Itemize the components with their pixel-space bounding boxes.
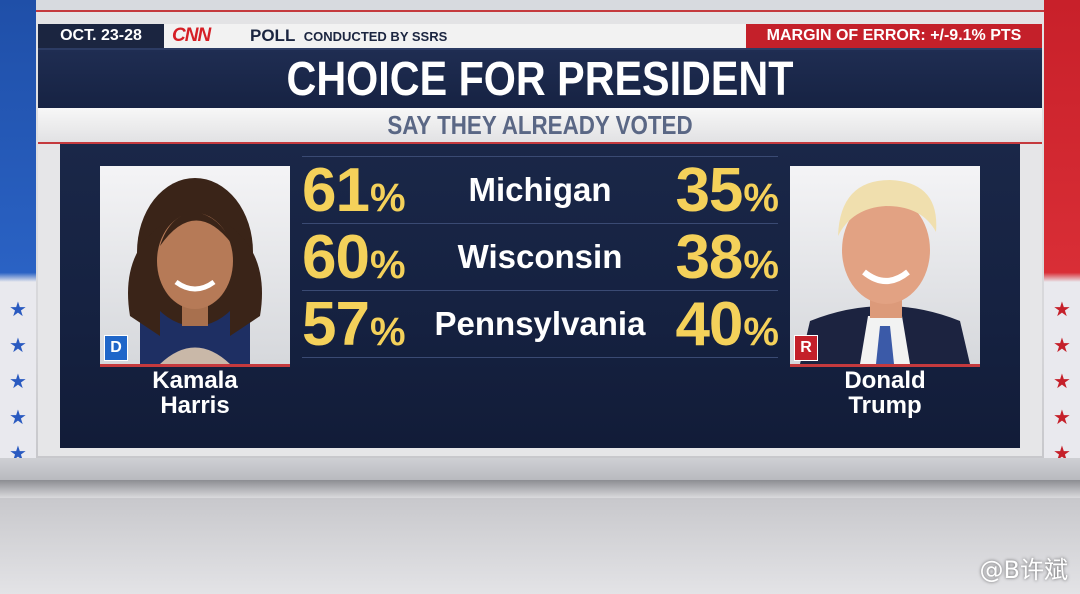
results-row: 61% Michigan 35% — [302, 156, 779, 224]
star-icon: ★ — [9, 297, 27, 321]
conducted-by: CONDUCTED BY SSRS — [303, 29, 448, 44]
poll-label: POLL CONDUCTED BY SSRS — [250, 24, 447, 49]
studio-floor — [0, 498, 1080, 594]
percent-sign: % — [369, 243, 406, 287]
harris-percent: 61% — [302, 160, 406, 229]
state-label: Pennsylvania — [434, 305, 646, 342]
trump-percent: 40% — [675, 294, 779, 363]
trump-portrait-icon — [800, 180, 970, 364]
percent-sign: % — [369, 310, 406, 354]
cnn-logo: CNN — [172, 25, 211, 46]
trump-percent: 38% — [675, 227, 779, 296]
harris-first-name: Kamala — [152, 367, 238, 394]
trump-value: 35 — [675, 156, 743, 225]
trump-percent: 35% — [675, 160, 779, 229]
margin-of-error: MARGIN OF ERROR: +/-9.1% PTS — [746, 24, 1042, 48]
harris-value: 60 — [302, 223, 370, 292]
trump-value: 40 — [675, 290, 743, 359]
left-flag-pillar: ★ ★ ★ ★ ★ — [0, 0, 36, 470]
right-flag-pillar: ★ ★ ★ ★ ★ — [1044, 0, 1080, 470]
left-stars: ★ ★ ★ ★ ★ — [0, 298, 36, 464]
title-bar: CHOICE FOR PRESIDENT — [38, 48, 1042, 110]
star-icon: ★ — [9, 369, 27, 393]
percent-sign: % — [743, 176, 779, 220]
trump-last-name: Trump — [848, 392, 922, 419]
poll-date: OCT. 23-28 — [38, 24, 164, 48]
chart-subtitle: SAY THEY ALREADY VOTED — [387, 110, 693, 140]
harris-last-name: Harris — [160, 392, 230, 419]
percent-sign: % — [369, 176, 406, 220]
candidate-photo-harris: D — [100, 166, 290, 367]
trump-first-name: Donald — [844, 367, 926, 394]
studio-ledge-shadow — [0, 480, 1080, 498]
results-row: 57% Pennsylvania 40% — [302, 291, 779, 358]
candidate-name-harris: Kamala Harris — [100, 368, 290, 418]
state-label: Michigan — [468, 171, 612, 208]
harris-percent: 60% — [302, 227, 406, 296]
star-icon: ★ — [1053, 333, 1071, 357]
star-icon: ★ — [1053, 297, 1071, 321]
subtitle-bar: SAY THEY ALREADY VOTED — [38, 108, 1042, 144]
results-table: 61% Michigan 35% 60% Wisconsin 38% 57% P… — [302, 156, 779, 358]
candidate-name-trump: Donald Trump — [790, 368, 980, 418]
harris-portrait-icon — [128, 178, 262, 364]
harris-value: 61 — [302, 156, 370, 225]
harris-percent: 57% — [302, 294, 406, 363]
chart-title: CHOICE FOR PRESIDENT — [286, 53, 794, 106]
watermark: @B许斌 — [979, 556, 1068, 584]
star-icon: ★ — [9, 405, 27, 429]
right-stars: ★ ★ ★ ★ ★ — [1044, 298, 1080, 464]
candidate-photo-trump: R — [790, 166, 980, 367]
top-frame — [36, 0, 1044, 12]
percent-sign: % — [743, 243, 779, 287]
percent-sign: % — [743, 310, 779, 354]
state-label: Wisconsin — [457, 238, 623, 275]
studio-ledge — [0, 458, 1080, 480]
trump-value: 38 — [675, 223, 743, 292]
star-icon: ★ — [9, 333, 27, 357]
star-icon: ★ — [1053, 405, 1071, 429]
poll-info-strip: OCT. 23-28 CNN POLL CONDUCTED BY SSRS MA… — [38, 24, 1042, 48]
poll-word: POLL — [250, 26, 296, 45]
results-row: 60% Wisconsin 38% — [302, 224, 779, 291]
party-badge-republican: R — [794, 335, 818, 361]
star-icon: ★ — [1053, 369, 1071, 393]
party-badge-democrat: D — [104, 335, 128, 361]
harris-value: 57 — [302, 290, 370, 359]
